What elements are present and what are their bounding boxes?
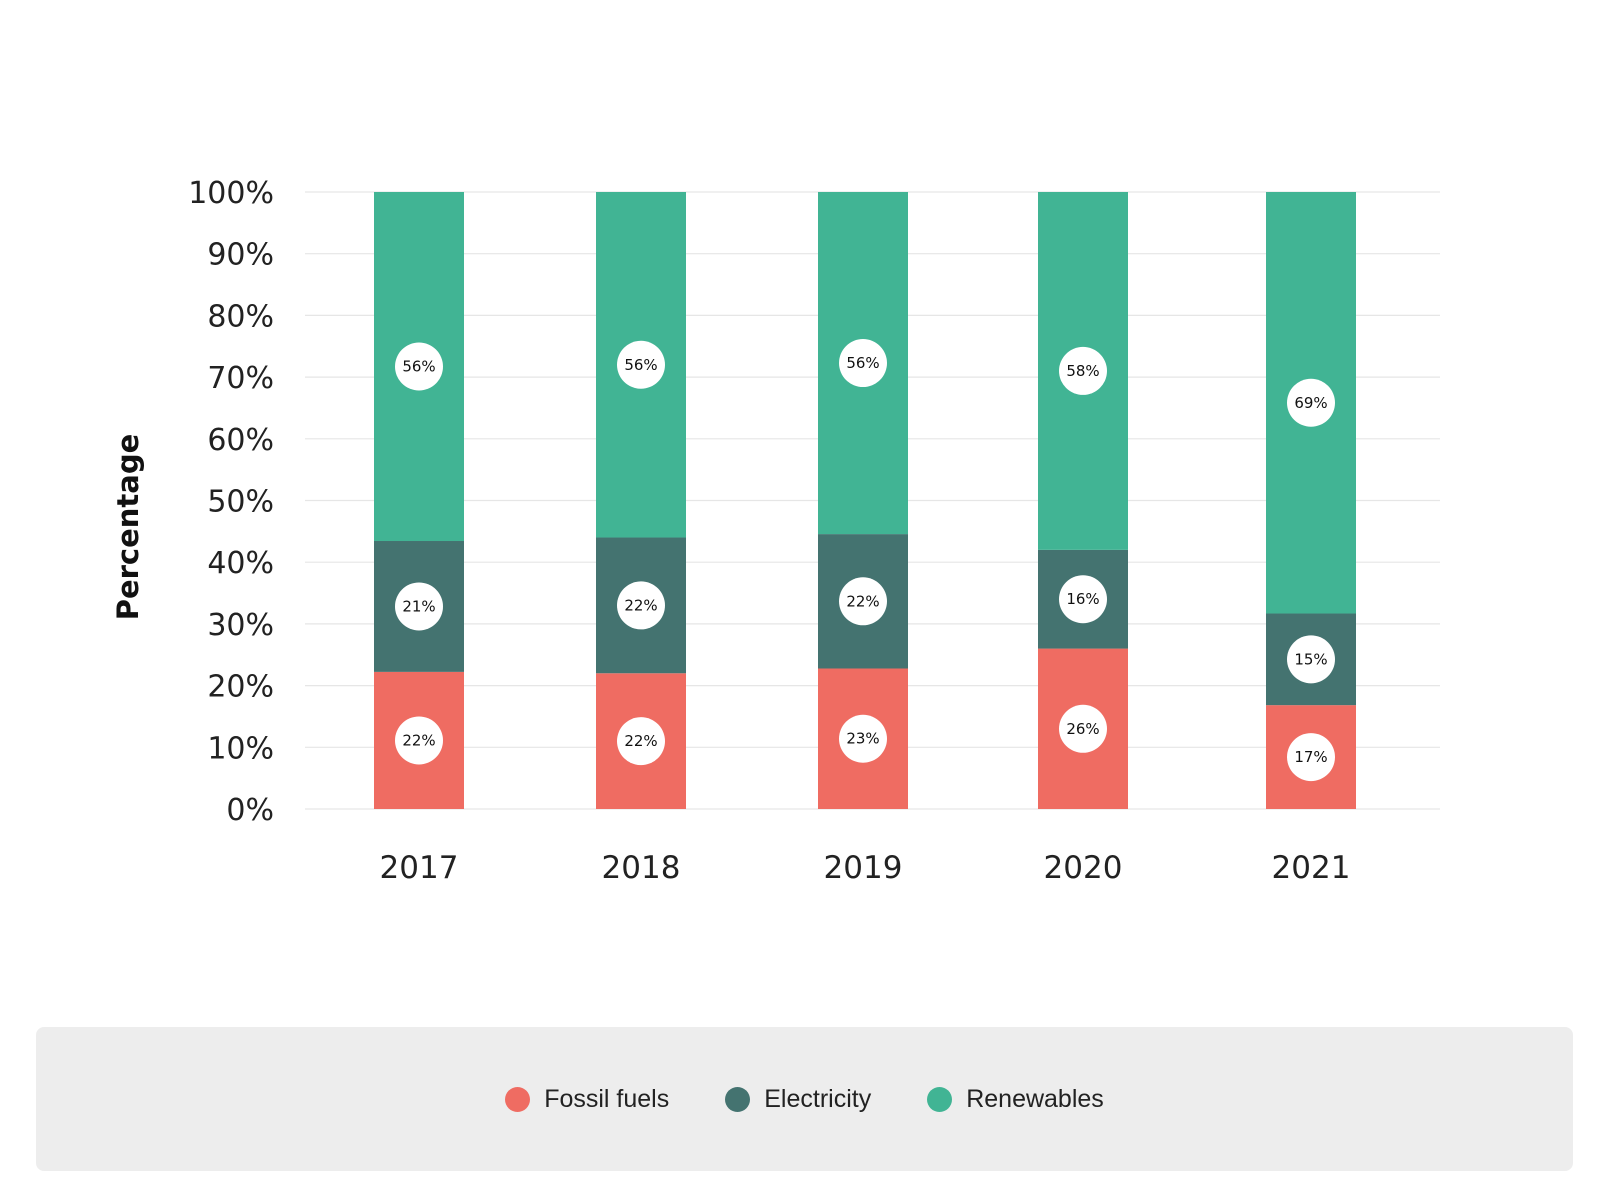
legend-swatch <box>725 1086 751 1112</box>
legend-item-fossil-fuels: Fossil fuels <box>505 1085 669 1114</box>
data-label: 56% <box>402 358 435 376</box>
y-tick-label: 40% <box>207 546 274 581</box>
data-label-badge <box>617 340 665 389</box>
y-tick-label: 60% <box>207 423 274 458</box>
x-tick-label: 2019 <box>824 850 903 886</box>
y-axis-ticks: 0% 10% 20% 30% 40% 50% 60% 70% 80% 90% 100% <box>188 176 274 828</box>
y-tick-label: 0% <box>226 793 274 828</box>
x-tick-label: 2018 <box>602 850 681 886</box>
data-label-badge <box>617 581 665 630</box>
y-tick-label: 10% <box>207 731 274 766</box>
data-label: 15% <box>1294 650 1327 668</box>
data-label: 21% <box>402 597 435 615</box>
x-tick-label: 2020 <box>1044 850 1123 886</box>
data-label: 22% <box>846 592 879 610</box>
data-label-badge <box>1287 378 1335 427</box>
data-label: 58% <box>1066 362 1099 380</box>
data-label: 23% <box>846 730 879 748</box>
y-tick-label: 20% <box>207 670 274 705</box>
legend: Fossil fuels Electricity Renewables <box>36 1027 1573 1171</box>
legend-swatch <box>505 1086 531 1112</box>
x-axis-ticks: 2017 2018 2019 2020 2021 <box>380 850 1351 886</box>
legend-item-renewables: Renewables <box>927 1085 1104 1114</box>
data-label-badge <box>617 717 665 766</box>
data-label-badge <box>1059 575 1107 624</box>
data-label: 22% <box>624 732 657 750</box>
bars: 22% 21% 56% 22% 22% 56% 23% 22% 56% 26% 16% 58% 17% 1… <box>374 192 1356 809</box>
y-tick-label: 70% <box>207 361 274 396</box>
y-tick-label: 90% <box>207 238 274 273</box>
stacked-bar-chart: 0% 10% 20% 30% 40% 50% 60% 70% 80% 90% 100% 22% 21%… <box>111 176 1440 886</box>
legend-label: Fossil fuels <box>544 1084 670 1113</box>
legend-label: Renewables <box>966 1084 1104 1113</box>
data-label: 56% <box>624 356 657 374</box>
data-label-badge <box>839 714 887 763</box>
data-label: 22% <box>402 731 435 749</box>
y-tick-label: 100% <box>188 176 274 211</box>
y-tick-label: 80% <box>207 299 274 334</box>
x-tick-label: 2021 <box>1272 850 1351 886</box>
data-label: 22% <box>624 596 657 614</box>
data-label: 17% <box>1294 748 1327 766</box>
data-label-badge <box>839 339 887 388</box>
data-label-badge <box>395 342 443 391</box>
data-label-badge <box>1059 346 1107 395</box>
data-label-badge <box>1287 733 1335 782</box>
legend-item-electricity: Electricity <box>725 1085 871 1114</box>
y-tick-label: 50% <box>207 485 274 520</box>
data-label-badge <box>395 582 443 631</box>
data-label: 16% <box>1066 590 1099 608</box>
data-label: 56% <box>846 354 879 372</box>
data-label-badge <box>1287 635 1335 684</box>
y-tick-label: 30% <box>207 608 274 643</box>
data-label-badge <box>395 716 443 765</box>
x-tick-label: 2017 <box>380 850 459 886</box>
data-label-badge <box>1059 704 1107 753</box>
y-axis-label: Percentage <box>111 434 145 621</box>
legend-label: Electricity <box>764 1084 872 1113</box>
legend-swatch <box>927 1086 953 1112</box>
data-label-badge <box>839 577 887 626</box>
data-label: 69% <box>1294 394 1327 412</box>
data-label: 26% <box>1066 720 1099 738</box>
